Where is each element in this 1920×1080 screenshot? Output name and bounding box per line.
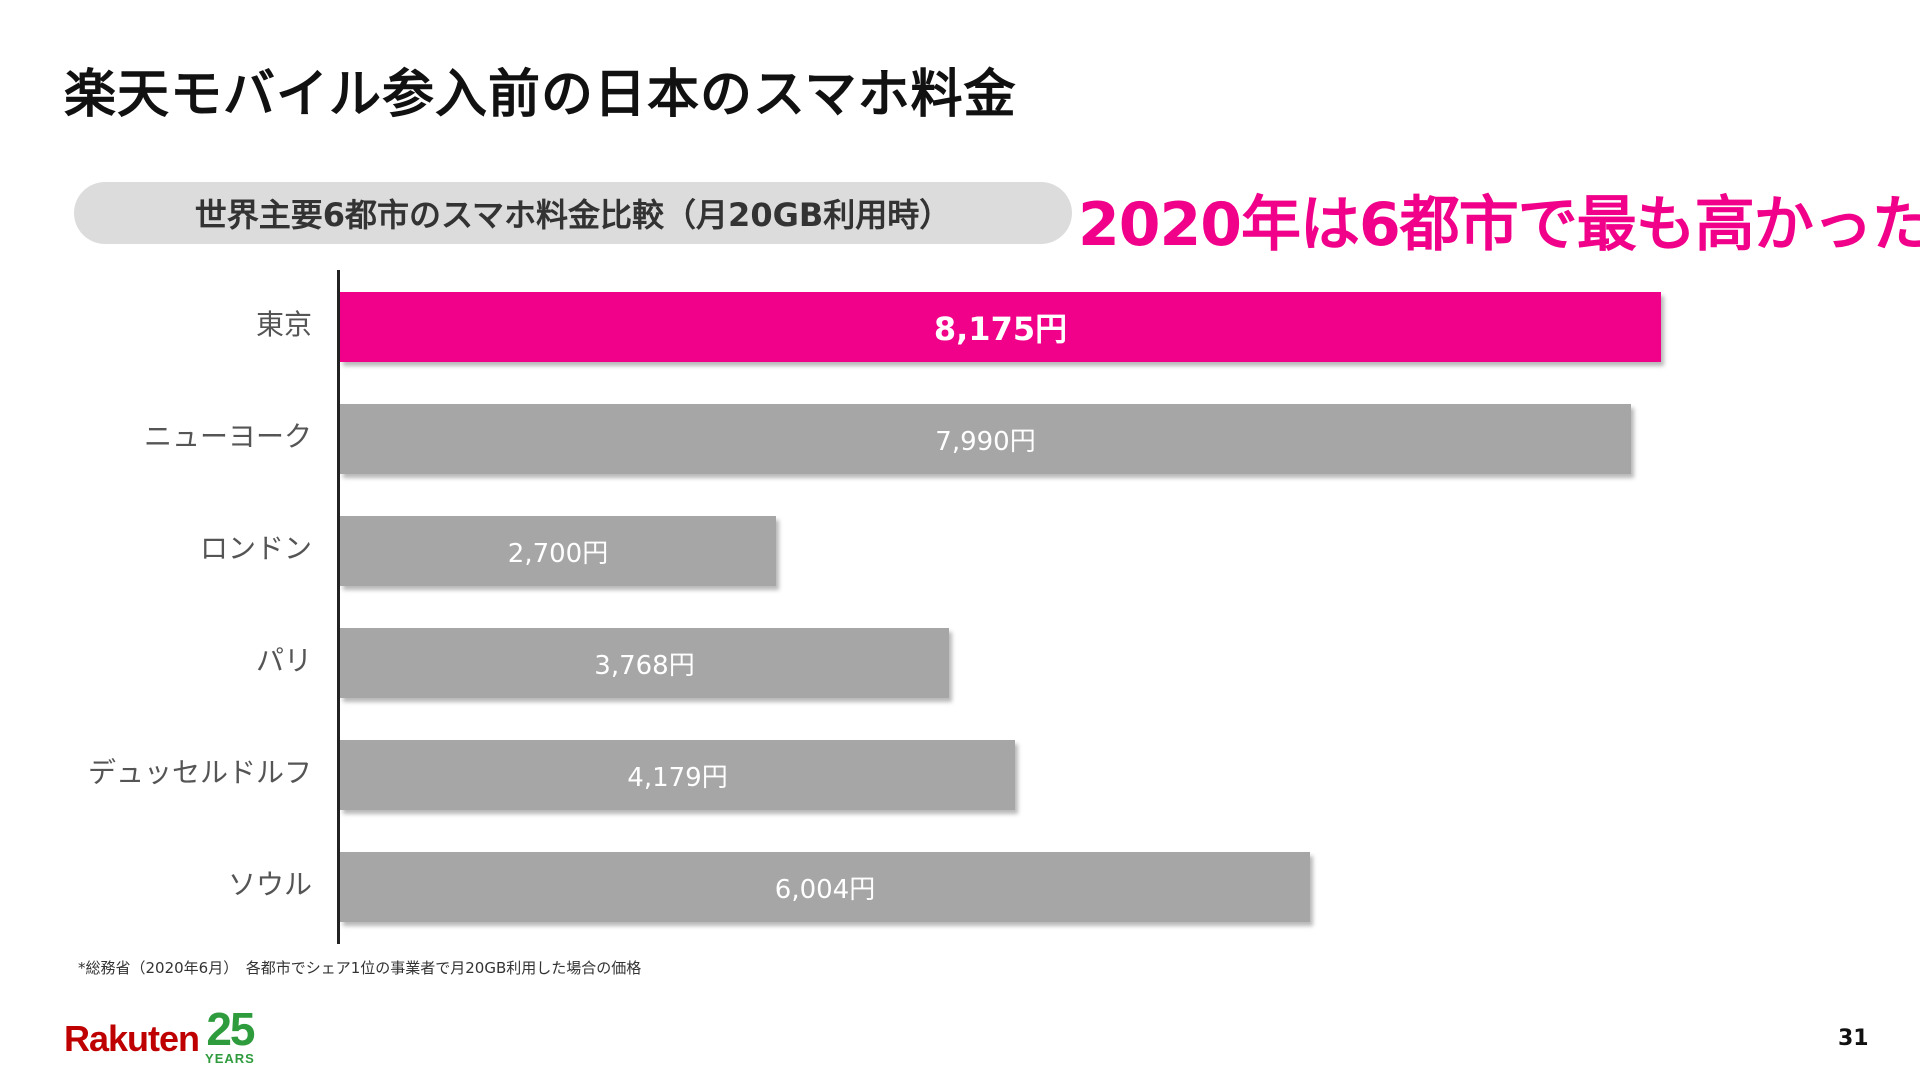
bar-chart: 東京 8,175円ニューヨーク 7,990円ロンドン 2,700円パリ 3,768円デュ… [0,268,1920,948]
footnote: *総務省（2020年6月） 各都市でシェア1位の事業者で月20GB利用した場合の… [78,959,642,977]
logo-badge: 25 YEARS [205,1006,255,1065]
data-label: 6,004円 [774,874,876,905]
bar-highlight: 8,175円 [340,292,1661,362]
logo-wordmark: Rakuten [64,1018,200,1059]
logo-number: 25 [206,1003,255,1055]
category-label: 東京 [255,308,312,341]
category-label: ニューヨーク [143,420,312,453]
bar: 3,768円 [340,628,949,698]
bar: 2,700円 [340,516,776,586]
data-label: 4,179円 [627,762,728,793]
chart-title: 世界主要6都市のスマホ料金比較（月20GB利用時） [194,196,952,234]
data-label: 7,990円 [935,426,1036,457]
bar: 4,179円 [340,740,1015,810]
rakuten-25-years-logo: Rakuten 25 YEARS [64,1006,256,1065]
logo-years: YEARS [205,1051,255,1066]
data-label: 2,700円 [507,538,609,569]
category-label: ロンドン [199,532,312,565]
category-axis-line [337,270,340,944]
data-label: 3,768円 [594,650,695,681]
bar: 7,990円 [340,404,1631,474]
category-label: パリ [255,644,312,677]
bar: 6,004円 [340,852,1310,922]
category-label: ソウル [227,868,312,901]
data-label: 8,175円 [933,310,1068,348]
category-label: デュッセルドルフ [87,756,312,789]
chart-subtitle-pill: 世界主要6都市のスマホ料金比較（月20GB利用時） [74,182,1072,244]
headline: 2020年は6都市で最も高かった [1078,190,1920,260]
page-title: 楽天モバイル参入前の日本のスマホ料金 [64,65,1017,125]
page-number: 31 [1838,1026,1869,1051]
